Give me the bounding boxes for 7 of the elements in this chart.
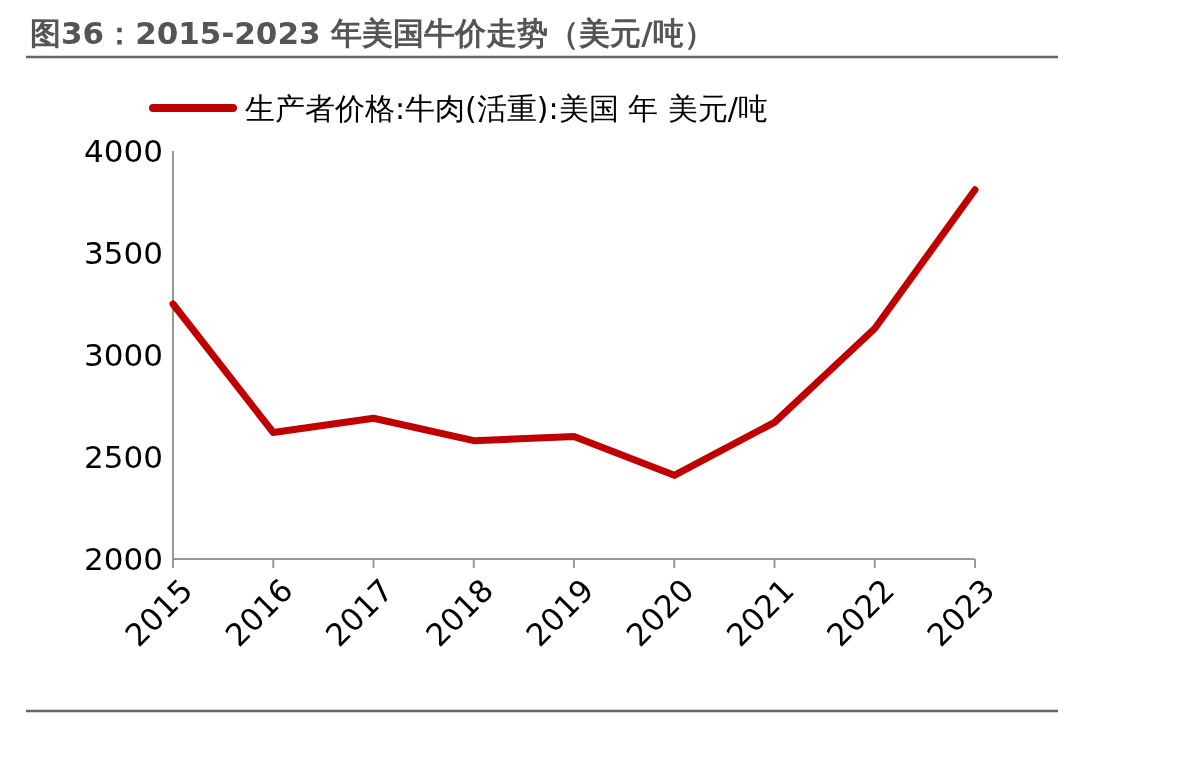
y-tick-label: 3500 [84, 234, 163, 271]
y-tick-label: 4000 [84, 132, 163, 169]
y-tick-label: 2000 [84, 540, 163, 577]
chart-title: 图36：2015-2023 年美国牛价走势（美元/吨） [30, 15, 715, 51]
legend-label: 生产者价格:牛肉(活重):美国 年 美元/吨 [245, 90, 768, 126]
y-tick-label: 2500 [84, 438, 163, 475]
y-tick-label: 3000 [84, 336, 163, 373]
